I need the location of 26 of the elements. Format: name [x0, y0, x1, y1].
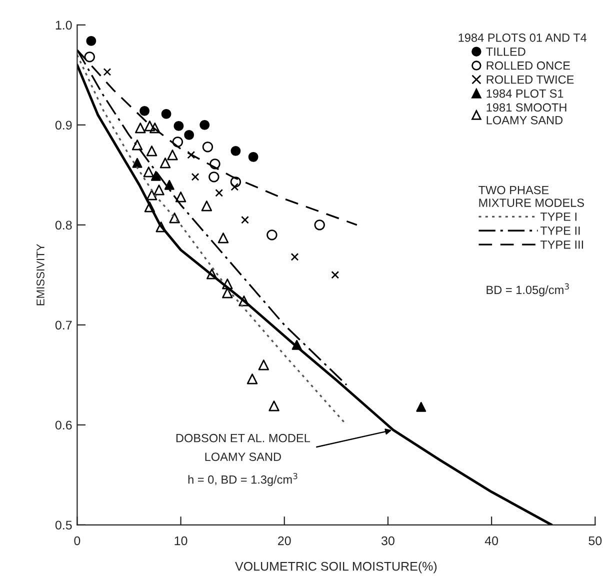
legend-title: 1984 PLOTS 01 AND T4: [458, 34, 587, 42]
y-tick-label: 0.6: [55, 420, 72, 430]
annotation: TWO PHASE MIXTURE MODELS: [478, 186, 584, 207]
x-tick-label: 10: [174, 536, 188, 546]
y-tick-label: 0.9: [55, 120, 72, 130]
annotation: BD = 1.05g/cm$^{3}$: [486, 283, 569, 296]
y-tick-label: 0.7: [55, 320, 72, 330]
y-axis-title: EMISSIVITY: [36, 244, 44, 306]
y-tick-label: 0.5: [55, 520, 72, 530]
legend-label: TYPE III: [540, 240, 583, 249]
legend-label: 1984 PLOT S1: [486, 89, 564, 98]
x-tick-label: 30: [381, 536, 394, 546]
legend-label: TYPE II: [540, 226, 580, 235]
x-tick-label: 40: [484, 536, 498, 546]
legend-label: 1981 SMOOTH LOAMY SAND: [486, 103, 566, 124]
legend-label: ROLLED TWICE: [486, 75, 574, 84]
y-tick-label: 0.8: [55, 220, 72, 230]
legend-label: TYPE I: [540, 212, 576, 221]
legend-label: TILLED: [486, 48, 526, 56]
x-tick-label: 50: [588, 536, 602, 546]
x-tick-label: 20: [278, 536, 291, 546]
legend-label: ROLLED ONCE: [486, 61, 570, 70]
annotation: DOBSON ET AL. MODEL LOAMY SAND h = 0, BD = 1.3g/cm$^{3}$: [176, 434, 310, 486]
x-tick-label: 0: [74, 536, 80, 546]
x-axis-title: VOLUMETRIC SOIL MOISTURE(%): [235, 562, 437, 574]
y-tick-label: 1.0: [56, 20, 72, 30]
